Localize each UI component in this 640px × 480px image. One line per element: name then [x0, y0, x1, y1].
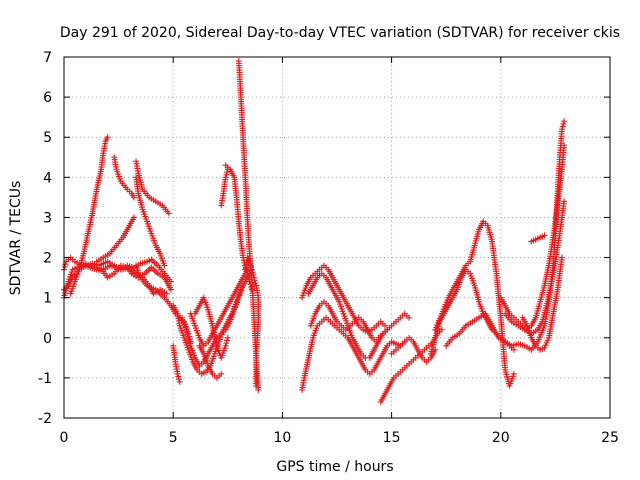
data-point — [561, 198, 568, 205]
data-point — [104, 134, 111, 141]
data-point — [168, 278, 175, 285]
data-point — [251, 277, 258, 284]
data-point — [244, 270, 251, 277]
chart-title: Day 291 of 2020, Sidereal Day-to-day VTE… — [60, 25, 620, 41]
x-tick-label: 20 — [492, 430, 510, 446]
data-point — [161, 262, 168, 269]
x-axis-ticks: 0 5 10 15 20 25 — [60, 57, 619, 446]
data-point — [541, 232, 548, 239]
x-tick-label: 25 — [601, 430, 619, 446]
data-point — [247, 261, 254, 268]
data-point — [62, 261, 69, 268]
data-point — [252, 279, 259, 286]
x-tick-label: 5 — [169, 430, 178, 446]
data-point — [406, 314, 413, 321]
data-point — [559, 123, 566, 130]
data-point — [130, 194, 137, 201]
data-point — [251, 274, 258, 281]
plot-frame — [63, 56, 611, 419]
y-tick-label: 6 — [43, 90, 52, 106]
data-point — [176, 378, 183, 385]
y-tick-label: 7 — [43, 50, 52, 66]
data-point — [61, 263, 68, 270]
y-tick-label: 1 — [43, 291, 52, 307]
data-point — [224, 337, 231, 344]
y-tick-label: 2 — [43, 251, 52, 267]
data-points — [61, 58, 568, 405]
x-axis-title: GPS time / hours — [276, 459, 393, 475]
data-point — [224, 334, 231, 341]
data-point — [255, 386, 262, 393]
x-tick-label: 10 — [273, 430, 291, 446]
data-point — [176, 376, 183, 383]
data-point — [248, 263, 255, 270]
data-point — [248, 266, 255, 273]
y-tick-label: 4 — [43, 170, 52, 186]
data-point — [165, 210, 172, 217]
data-point — [510, 370, 517, 377]
data-point — [558, 126, 565, 133]
data-point — [560, 120, 567, 127]
data-point — [382, 322, 389, 329]
y-tick-label: 0 — [43, 331, 52, 347]
data-point — [168, 286, 175, 293]
data-point — [558, 254, 565, 261]
x-tick-label: 0 — [60, 430, 69, 446]
data-point — [175, 373, 182, 380]
data-point — [561, 118, 568, 125]
data-point — [224, 166, 231, 173]
y-axis-title: SDTVAR / TECUs — [8, 181, 24, 296]
data-point — [250, 271, 257, 278]
data-point — [223, 340, 230, 347]
data-point — [249, 269, 256, 276]
y-tick-label: 3 — [43, 210, 52, 226]
data-point — [222, 174, 229, 181]
data-point — [438, 326, 445, 333]
data-point — [224, 168, 231, 175]
data-point — [253, 382, 260, 389]
y-tick-label: 5 — [43, 130, 52, 146]
data-point — [245, 275, 252, 282]
data-point — [246, 258, 253, 265]
data-point — [174, 370, 181, 377]
data-point — [130, 214, 137, 221]
data-point — [222, 342, 229, 349]
x-tick-label: 15 — [383, 430, 401, 446]
chart-grid — [64, 57, 610, 418]
y-tick-label: -1 — [38, 371, 52, 387]
y-tick-label: -2 — [38, 411, 52, 427]
y-axis-ticks: -2 -1 0 1 2 3 4 5 6 7 — [38, 50, 610, 427]
data-point — [223, 171, 230, 178]
data-point — [373, 338, 380, 345]
data-point — [218, 370, 225, 377]
data-point — [163, 290, 170, 297]
data-point — [561, 142, 568, 149]
data-point — [245, 273, 252, 280]
